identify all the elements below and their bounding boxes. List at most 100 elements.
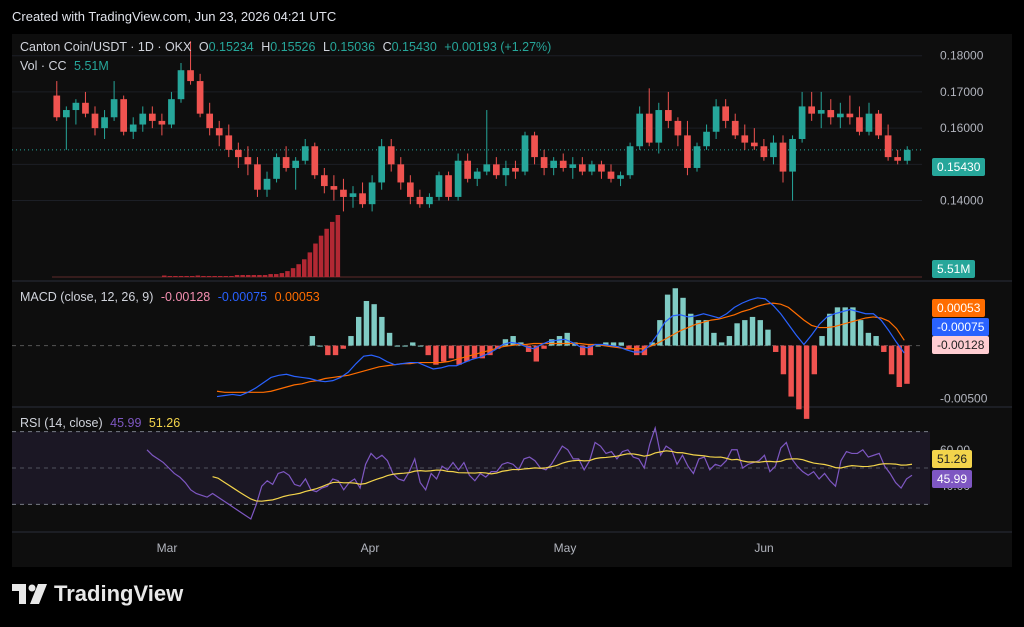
macd-histogram-bar <box>773 345 779 352</box>
candle-body <box>196 81 204 114</box>
candle-body <box>148 113 156 121</box>
candle-body <box>311 146 319 176</box>
macd-histogram-bar <box>356 316 362 346</box>
macd-histogram-bar <box>363 300 370 346</box>
open-value: 0.15234 <box>208 40 254 54</box>
candle-body <box>110 99 118 118</box>
macd-hist-value: -0.00128 <box>160 290 211 304</box>
x-tick-label: Mar <box>157 541 178 555</box>
candle-body <box>206 113 214 129</box>
candle-body <box>693 146 701 168</box>
macd-histogram-bar <box>726 336 733 346</box>
candle-body <box>674 120 682 136</box>
rsi-label[interactable]: RSI (14, close) <box>20 416 103 430</box>
volume-legend: Vol · CC 5.51M <box>20 59 113 73</box>
candle-body <box>349 193 357 197</box>
candle-body <box>540 157 548 168</box>
candle-body <box>340 189 347 197</box>
candle-body <box>330 186 338 190</box>
macd-histogram-bar <box>757 320 763 346</box>
macd-histogram-bar <box>842 307 848 346</box>
candle-body <box>626 146 634 176</box>
symbol-label[interactable]: Canton Coin/USDT · 1D · OKX <box>20 40 192 54</box>
macd-hist-tag: -0.00128 <box>932 336 990 354</box>
macd-histogram-bar <box>703 320 709 346</box>
volume-bar <box>190 276 195 277</box>
macd-histogram-bar <box>595 345 601 347</box>
volume-bar <box>173 276 178 277</box>
close-label: C <box>382 40 392 54</box>
macd-line-value: -0.00075 <box>217 290 268 304</box>
volume-bar <box>206 276 212 277</box>
candle-body <box>225 135 233 150</box>
volume-bar <box>240 275 245 277</box>
macd-histogram-bar <box>734 323 740 346</box>
candle-body <box>483 164 491 172</box>
price-tick-label: 0.17000 <box>940 85 984 99</box>
macd-histogram-bar <box>440 345 447 362</box>
macd-histogram-bar <box>379 316 385 346</box>
macd-histogram-bar <box>796 345 802 410</box>
macd-histogram-bar <box>348 336 354 346</box>
candle-body <box>655 110 663 143</box>
candle-body <box>53 95 61 118</box>
macd-histogram-bar <box>471 345 478 359</box>
candle-body <box>521 135 529 172</box>
macd-histogram-bar <box>896 345 902 388</box>
macd-histogram-bar <box>410 342 416 346</box>
macd-signal-tag: 0.00053 <box>932 299 986 317</box>
candle-body <box>588 164 596 172</box>
candle-body <box>158 120 166 125</box>
macd-histogram-bar <box>564 332 570 346</box>
price-tag: 0.15430 <box>932 158 986 176</box>
macd-histogram-bar <box>332 345 339 356</box>
candle-body <box>836 113 844 118</box>
candle-body <box>435 175 443 197</box>
candle-body <box>550 160 558 168</box>
macd-histogram-bar <box>711 332 717 346</box>
volume-bar <box>201 276 206 277</box>
candle-body <box>903 149 911 161</box>
volume-label[interactable]: Vol · CC <box>20 59 67 73</box>
candle-body <box>636 113 644 147</box>
footer: TradingView <box>0 567 1024 627</box>
candle-body <box>139 113 147 125</box>
macd-histogram-bar <box>788 345 794 397</box>
macd-tick-label: -0.00500 <box>940 392 988 406</box>
macd-histogram-bar <box>556 336 563 346</box>
candle-body <box>301 146 309 161</box>
macd-histogram-bar <box>626 345 632 349</box>
rsi-line <box>146 425 913 520</box>
candle-body <box>292 160 300 168</box>
candle-body <box>578 164 586 172</box>
macd-histogram-bar <box>695 320 702 346</box>
macd-histogram-bar <box>850 307 856 346</box>
candle-body <box>598 164 605 172</box>
macd-signal-value: 0.00053 <box>274 290 320 304</box>
change-value: +0.00193 (+1.27%) <box>444 40 552 54</box>
candle-body <box>856 117 863 132</box>
macd-histogram-bar <box>317 345 323 347</box>
volume-bar <box>279 273 285 277</box>
macd-histogram-bar <box>827 313 833 346</box>
volume-bar <box>313 243 318 277</box>
macd-histogram-bar <box>495 345 501 349</box>
candle-body <box>72 102 80 111</box>
macd-histogram-bar <box>533 345 540 362</box>
tradingview-logo-text: TradingView <box>54 581 184 606</box>
candle-body <box>789 139 796 172</box>
candle-body <box>703 131 710 147</box>
volume-bar <box>285 271 290 277</box>
rsi-ma-value: 51.26 <box>148 416 181 430</box>
candle-body <box>406 182 414 197</box>
macd-label[interactable]: MACD (close, 12, 26, 9) <box>20 290 154 304</box>
candle-body <box>416 196 424 205</box>
price-tick-label: 0.16000 <box>940 121 984 135</box>
candle-body <box>473 171 481 179</box>
candle-body <box>779 142 787 172</box>
macd-histogram-bar <box>510 336 516 346</box>
macd-histogram-bar <box>610 342 617 346</box>
tradingview-logo[interactable]: TradingView <box>12 581 183 607</box>
chart-area[interactable]: 0.180000.170000.160000.150000.14000-0.00… <box>12 34 1012 567</box>
candle-body <box>464 160 472 179</box>
